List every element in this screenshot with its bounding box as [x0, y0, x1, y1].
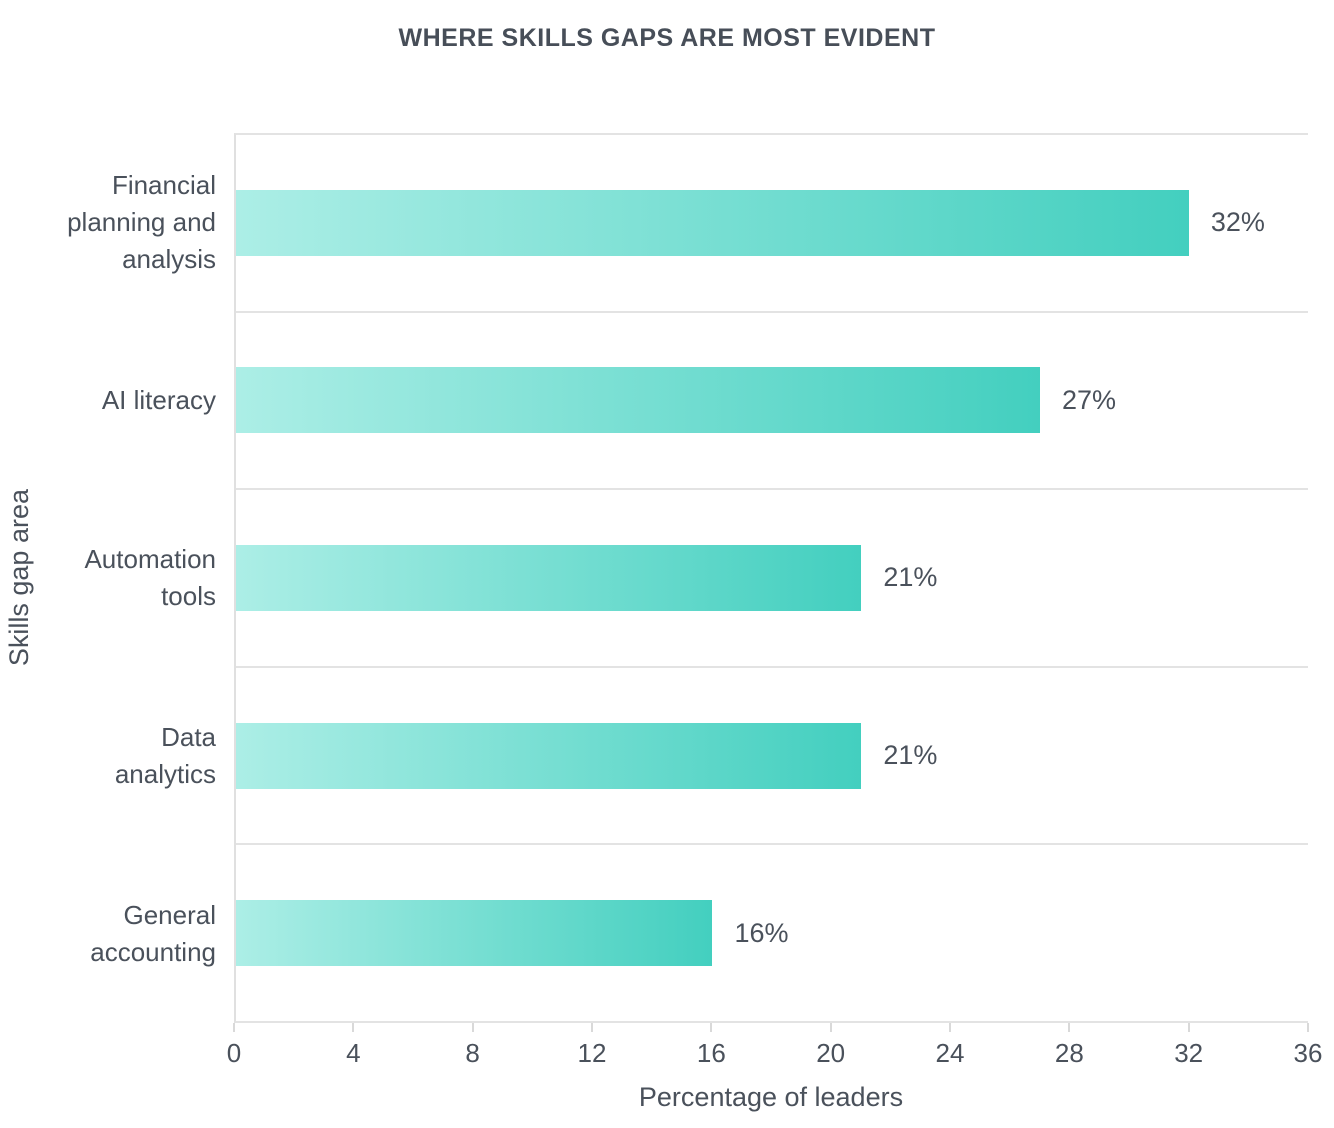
bar-row: 32%: [236, 135, 1308, 313]
bar: [236, 367, 1040, 434]
x-axis-tick-mark: [233, 1023, 235, 1032]
category-label-line: planning and: [67, 206, 216, 237]
bar-row: 21%: [236, 490, 1308, 668]
bar-value-label: 21%: [883, 740, 938, 771]
x-axis-tick-mark: [591, 1023, 593, 1032]
plot-area: 32% 27% 21% 21% 16%: [234, 133, 1308, 1023]
x-axis-tick-label: 0: [226, 1038, 242, 1068]
x-axis-tick-mark: [1068, 1023, 1071, 1032]
x-axis-tick-label: 28: [1054, 1038, 1084, 1068]
bar: [236, 189, 1189, 256]
x-axis-tick-mark: [471, 1023, 474, 1032]
bar-row: 21%: [236, 668, 1308, 846]
bar-value-label: 32%: [1210, 207, 1265, 238]
x-axis-tick-label: 24: [935, 1038, 965, 1068]
x-axis-tick-label: 32: [1174, 1038, 1204, 1068]
category-label: Financial planning and analysis: [0, 133, 216, 311]
bar: [236, 722, 862, 789]
category-label-line: Data: [161, 722, 216, 752]
x-axis-tick-label: 16: [696, 1038, 726, 1068]
x-axis-tick-label: 36: [1293, 1038, 1323, 1068]
x-axis-tick-label: 20: [816, 1038, 846, 1068]
x-axis-tick-mark: [352, 1023, 355, 1032]
bar-row: 27%: [236, 313, 1308, 491]
category-label-line: Financial: [111, 169, 216, 200]
bar-row: 16%: [236, 845, 1308, 1021]
x-axis-tick-mark: [949, 1023, 951, 1032]
category-label-line: Automation: [84, 544, 216, 574]
x-axis-title: Percentage of leaders: [638, 1082, 904, 1112]
chart-title: WHERE SKILLS GAPS ARE MOST EVIDENT: [398, 24, 936, 52]
category-label-line: tools: [161, 581, 216, 611]
bar: [236, 544, 862, 611]
x-axis-tick-mark: [829, 1023, 832, 1032]
x-axis-tick-mark: [1187, 1023, 1190, 1032]
category-label-line: analysis: [122, 243, 216, 274]
x-axis-tick-label: 12: [577, 1038, 607, 1068]
category-label-line: AI literacy: [101, 384, 216, 415]
category-label: Automation tools: [0, 489, 216, 667]
x-axis-tick-label: 8: [465, 1038, 480, 1068]
category-label: AI literacy: [0, 311, 216, 489]
category-label: Data analytics: [0, 667, 216, 845]
bar-value-label: 16%: [734, 917, 789, 948]
x-axis-tick-label: 4: [346, 1038, 361, 1068]
x-axis-tick-mark: [1307, 1023, 1309, 1032]
x-axis-tick-mark: [710, 1023, 713, 1032]
category-label: General accounting: [0, 845, 216, 1023]
category-label-line: analytics: [114, 759, 216, 789]
bar-value-label: 21%: [883, 562, 938, 593]
bar-value-label: 27%: [1062, 384, 1117, 415]
category-label-line: General: [123, 900, 217, 930]
category-labels: Financial planning and analysis AI literacy…: [0, 133, 216, 1023]
bar: [236, 900, 713, 967]
category-label-line: accounting: [90, 937, 216, 967]
